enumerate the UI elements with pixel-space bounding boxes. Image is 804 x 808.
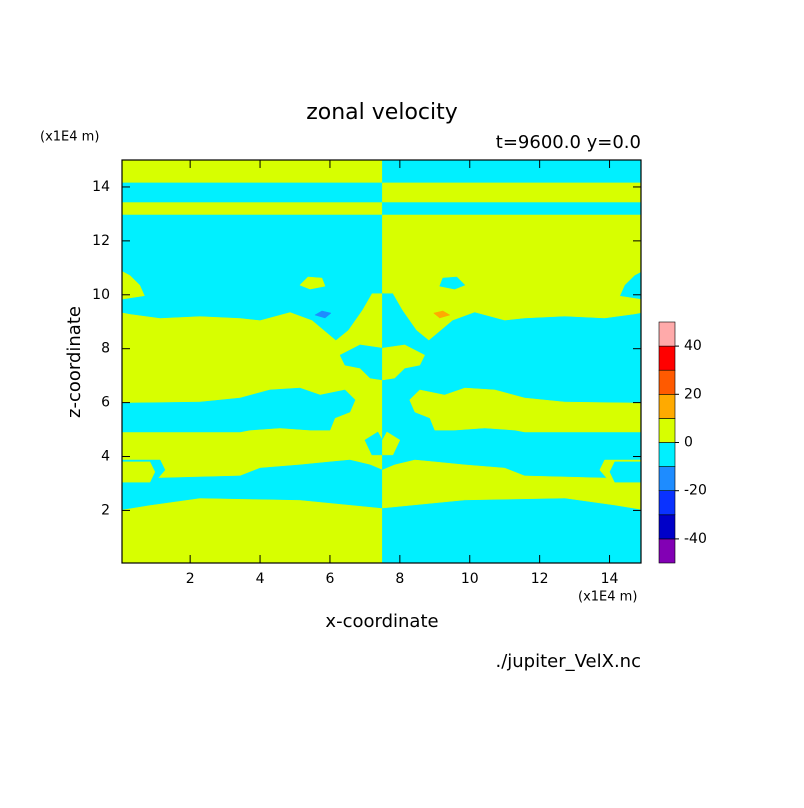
contour-region (433, 310, 451, 319)
x-axis-label: x-coordinate (325, 611, 438, 632)
colorbar-swatch (658, 369, 676, 395)
y-axis-label: z-coordinate (64, 306, 85, 418)
contour-region (299, 276, 326, 290)
colorbar-swatch (658, 514, 676, 540)
contour-field (122, 160, 641, 563)
contour-region (409, 387, 641, 433)
y-tick-label: 8 (101, 341, 110, 357)
contour-region (339, 344, 383, 381)
colorbar-swatch (658, 442, 676, 467)
colorbar-swatch (658, 538, 676, 564)
contour-region (122, 387, 356, 433)
colorbar-swatch (658, 490, 676, 516)
chart-subtitle: t=9600.0 y=0.0 (496, 132, 641, 153)
source-file: ./jupiter_VelX.nc (495, 651, 641, 672)
y-unit: (x1E4 m) (40, 130, 99, 145)
colorbar-swatch (658, 345, 676, 371)
y-tick-label: 2 (101, 502, 110, 518)
plot-frame (121, 159, 642, 564)
colorbar-label: -40 (684, 531, 707, 547)
y-tick-label: 14 (92, 179, 110, 195)
x-tick-label: 6 (325, 571, 334, 587)
contour-region (609, 461, 641, 483)
contour-region (122, 461, 156, 483)
contour-region (382, 182, 641, 203)
colorbar-label: 40 (684, 338, 702, 354)
y-tick-label: 12 (92, 233, 110, 249)
x-tick-label: 8 (395, 571, 404, 587)
contour-region (382, 431, 401, 456)
colorbar-swatch (658, 321, 676, 347)
contour-region (122, 459, 383, 510)
contour-region (122, 214, 383, 341)
contour-region (382, 459, 641, 510)
x-tick-label: 4 (256, 571, 265, 587)
colorbar-swatch (658, 466, 676, 492)
y-tick-label: 6 (101, 395, 110, 411)
contour-region (122, 182, 383, 203)
colorbar-swatch (658, 418, 676, 443)
x-tick-label: 2 (186, 571, 195, 587)
x-tick-label: 12 (531, 571, 549, 587)
x-tick-label: 14 (601, 571, 619, 587)
colorbar-label: 20 (684, 386, 702, 402)
contour-region (382, 344, 425, 381)
x-unit: (x1E4 m) (578, 590, 637, 605)
contour-region (314, 310, 332, 319)
chart-title: zonal velocity (306, 100, 458, 125)
contour-region (382, 214, 641, 341)
y-tick-label: 4 (101, 449, 110, 465)
contour-region (439, 276, 466, 290)
y-tick-label: 10 (92, 287, 110, 303)
colorbar-label: -20 (684, 483, 707, 499)
x-tick-label: 10 (461, 571, 479, 587)
colorbar-swatch (658, 393, 676, 419)
colorbar-label: 0 (684, 435, 693, 451)
